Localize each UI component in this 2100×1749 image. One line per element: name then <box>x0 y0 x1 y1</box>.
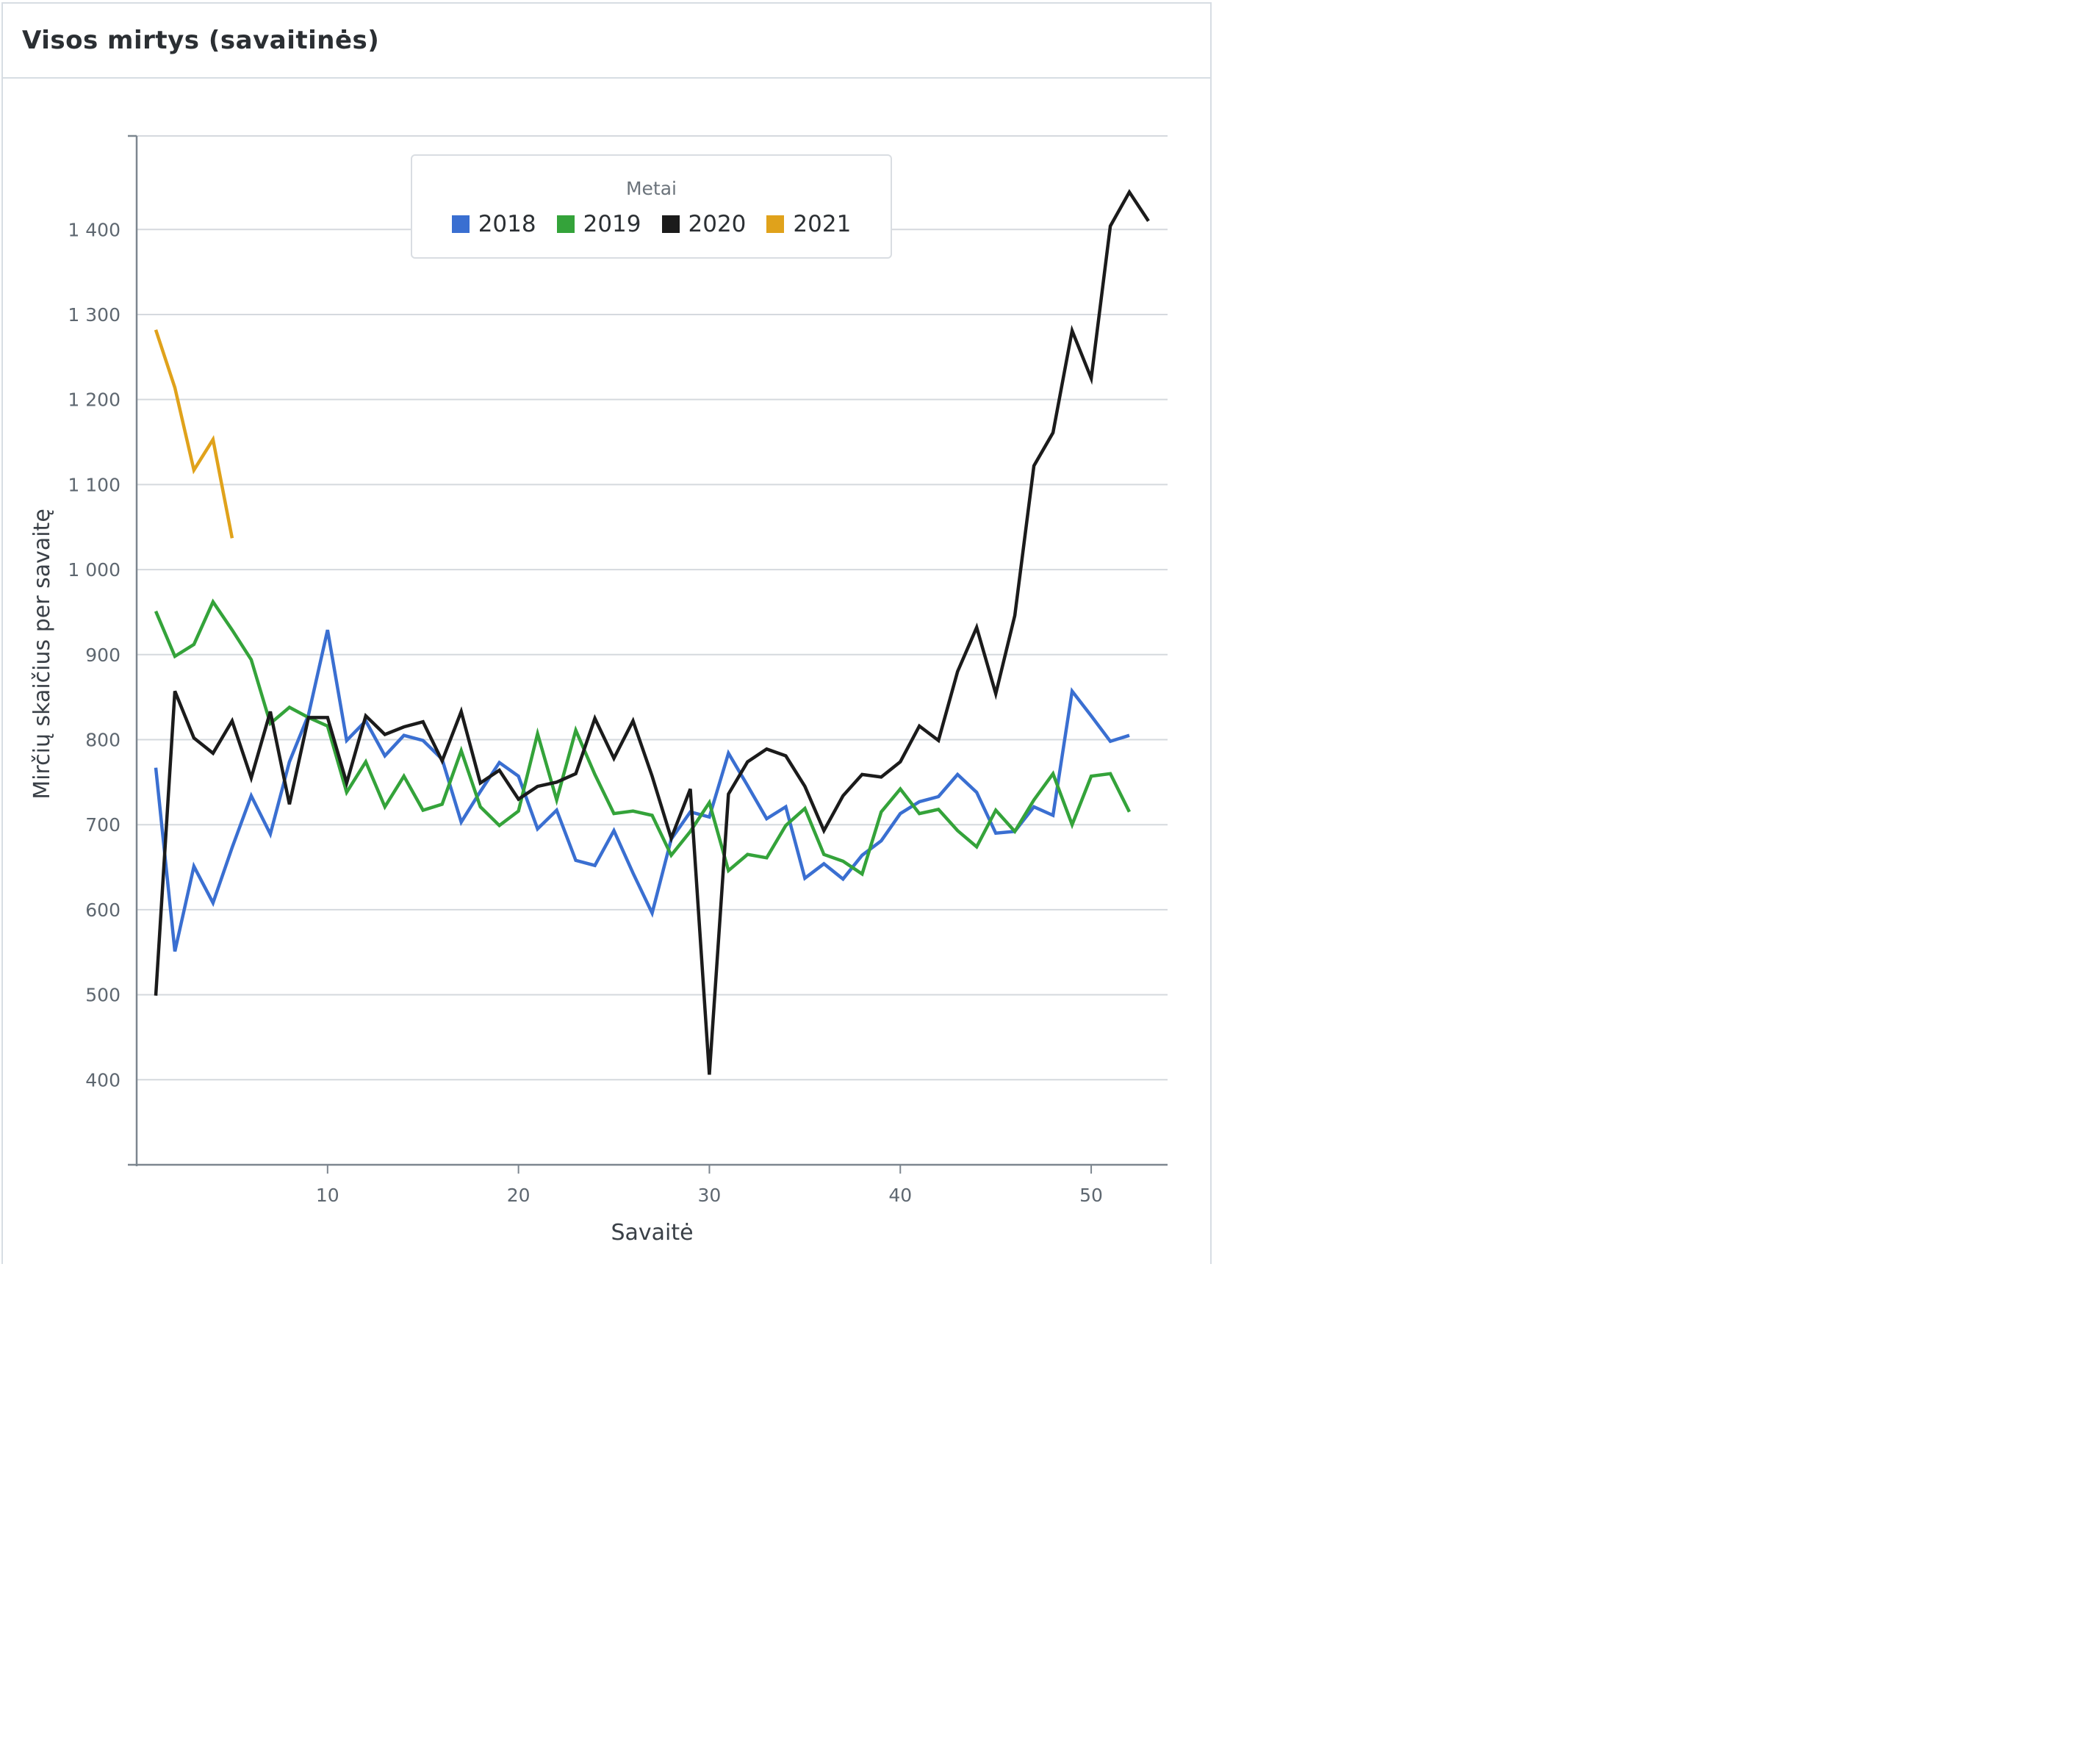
legend-swatch <box>661 215 680 233</box>
series-lines <box>154 189 1150 1075</box>
y-tick-label: 600 <box>85 899 121 921</box>
y-tick-label: 400 <box>85 1069 121 1091</box>
legend-item-2021[interactable]: 2021 <box>766 211 851 237</box>
chart-panel: Visos mirtys (savaitinės) 400 500 600 700 80… <box>1 2 1212 1264</box>
series-line-2018 <box>154 629 1130 952</box>
legend-swatch <box>766 215 785 233</box>
legend-item-2018[interactable]: 2018 <box>451 211 536 237</box>
y-tick-label: 700 <box>85 814 121 836</box>
y-tick-label: 1 000 <box>68 559 121 581</box>
axes <box>128 134 1168 1174</box>
legend-label: 2018 <box>478 211 536 237</box>
series-line-2020 <box>154 189 1150 1075</box>
panel-title: Visos mirtys (savaitinės) <box>22 26 380 55</box>
axis-labels: 400 500 600 700 800 900 1 000 1 100 1 200 1 300 1 … <box>29 219 1103 1246</box>
y-tick-label: 500 <box>85 985 121 1006</box>
legend-items: 2018 2019 2020 2021 <box>412 211 891 237</box>
y-axis-title: Mirčių skaičius per savaitę <box>29 509 55 800</box>
legend-item-2019[interactable]: 2019 <box>556 211 641 237</box>
y-tick-label: 1 200 <box>68 389 121 411</box>
y-tick-label: 1 400 <box>68 219 121 240</box>
x-axis-title: Savaitė <box>611 1220 693 1246</box>
y-tick-label: 900 <box>85 644 121 666</box>
legend-swatch <box>556 215 575 233</box>
y-tick-label: 1 300 <box>68 304 121 326</box>
y-tick-label: 1 100 <box>68 474 121 495</box>
legend-item-2020[interactable]: 2020 <box>661 211 747 237</box>
x-tick-label: 40 <box>888 1185 912 1206</box>
legend-label: 2019 <box>583 211 641 237</box>
x-tick-label: 10 <box>316 1185 339 1206</box>
series-line-2021 <box>154 329 234 539</box>
panel-header: Visos mirtys (savaitinės) <box>3 4 1210 79</box>
legend-label: 2020 <box>688 211 747 237</box>
grid-lines <box>137 135 1168 1081</box>
series-line-2019 <box>154 598 1132 877</box>
x-tick-label: 30 <box>698 1185 722 1206</box>
y-tick-label: 800 <box>85 729 121 750</box>
legend: Metai 2018 2019 2020 2021 <box>411 154 892 259</box>
legend-label: 2021 <box>793 211 852 237</box>
legend-swatch <box>451 215 470 233</box>
x-tick-label: 50 <box>1079 1185 1103 1206</box>
legend-title: Metai <box>625 178 677 199</box>
x-tick-label: 20 <box>507 1185 531 1206</box>
